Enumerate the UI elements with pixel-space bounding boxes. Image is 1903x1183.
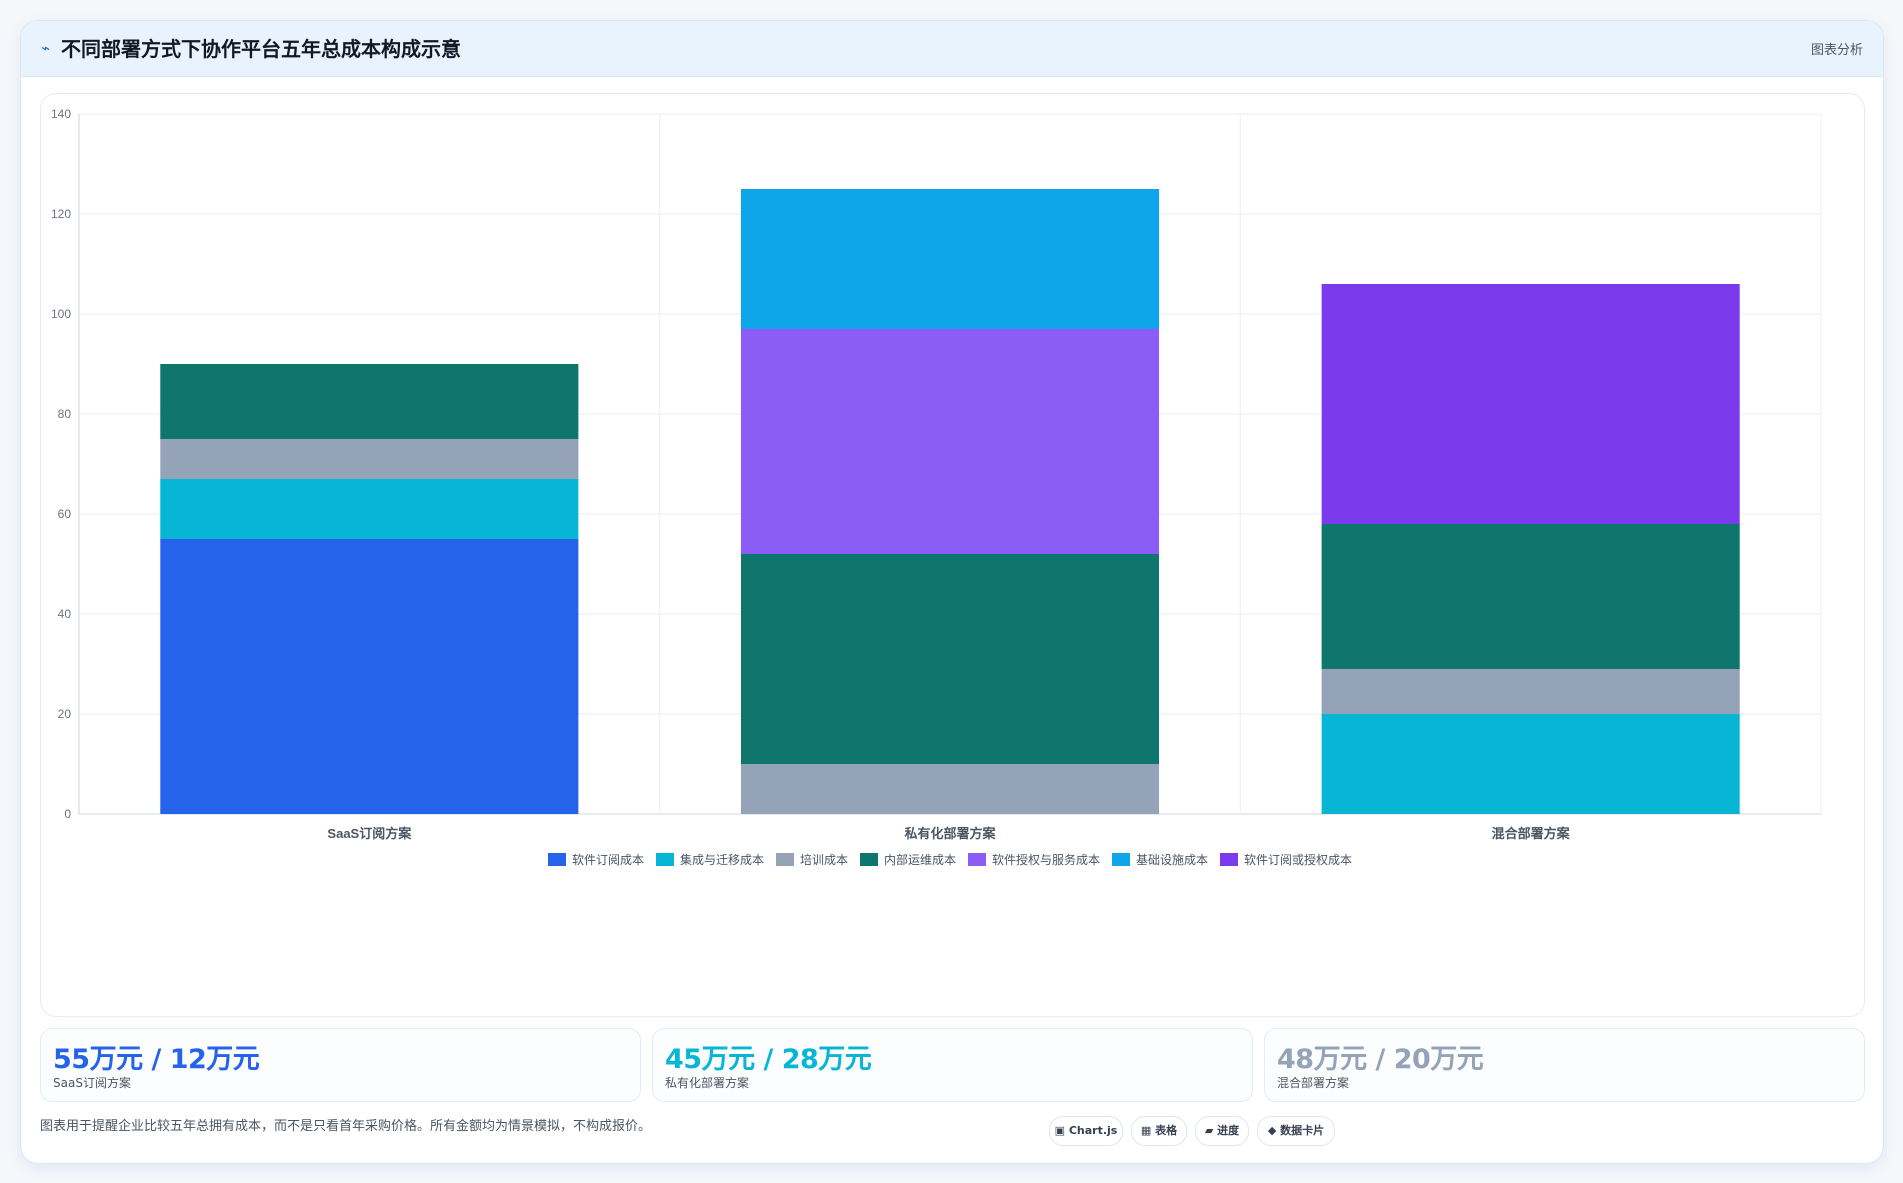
stat-value: 45万元 / 28万元 xyxy=(665,1044,872,1075)
trend-icon: ⌁ xyxy=(41,39,51,57)
bar-segment xyxy=(740,764,1160,814)
y-tick-label: 100 xyxy=(51,307,71,321)
legend-label: 集成与迁移成本 xyxy=(680,852,764,867)
y-tick-label: 0 xyxy=(64,807,71,821)
legend-swatch xyxy=(860,853,878,866)
tag-table[interactable]: ▦ 表格 xyxy=(1131,1116,1187,1146)
tag-chartjs[interactable]: ▣ Chart.js xyxy=(1049,1116,1123,1146)
dashboard-panel: ⌁ 不同部署方式下协作平台五年总成本构成示意 图表分析 0 20 40 60 80 100… xyxy=(20,20,1884,1164)
x-tick-label: 私有化部署方案 xyxy=(904,826,996,841)
y-tick-label: 80 xyxy=(58,407,72,421)
stat-value: 48万元 / 20万元 xyxy=(1277,1044,1484,1075)
legend-label: 软件订阅或授权成本 xyxy=(1244,852,1352,867)
y-tick-label: 140 xyxy=(51,107,71,121)
stat-label: 混合部署方案 xyxy=(1277,1076,1350,1090)
stat-card-hybrid: 48万元 / 20万元 混合部署方案 xyxy=(1264,1028,1865,1102)
stat-label: SaaS订阅方案 xyxy=(53,1076,131,1090)
y-tick-label: 120 xyxy=(51,207,71,221)
footnote: 图表用于提醒企业比较五年总拥有成本，而不是只看首年采购价格。所有金额均为情景模拟… xyxy=(40,1119,652,1134)
bar-segment xyxy=(160,539,579,814)
tag-progress[interactable]: ▰ 进度 xyxy=(1195,1116,1249,1146)
stat-card-saas: 55万元 / 12万元 SaaS订阅方案 xyxy=(40,1028,641,1102)
bar-segment xyxy=(1321,669,1740,714)
bar-segment xyxy=(160,439,579,479)
bar-segment xyxy=(160,479,579,539)
bar-segment xyxy=(740,554,1160,764)
stat-label: 私有化部署方案 xyxy=(665,1076,750,1090)
legend-label: 内部运维成本 xyxy=(884,852,956,867)
legend-label: 培训成本 xyxy=(800,852,848,867)
y-tick-label: 60 xyxy=(58,507,72,521)
bar-segment xyxy=(1321,524,1740,669)
stat-card-private: 45万元 / 28万元 私有化部署方案 xyxy=(652,1028,1253,1102)
bar-segment xyxy=(1321,284,1740,524)
bar-segment xyxy=(1321,714,1740,814)
legend-swatch xyxy=(548,853,566,866)
legend-swatch xyxy=(1220,853,1238,866)
stacked-bar-chart: 0 20 40 60 80 100 120 140 SaaS订阅方案 私有化部署方案 混合部署方案软… xyxy=(51,107,1822,867)
legend-swatch xyxy=(656,853,674,866)
legend-label: 基础设施成本 xyxy=(1136,853,1208,867)
page-title: 不同部署方式下协作平台五年总成本构成示意 xyxy=(61,37,461,61)
legend-swatch xyxy=(776,853,794,866)
panel-header: ⌁ 不同部署方式下协作平台五年总成本构成示意 图表分析 xyxy=(21,21,1883,77)
x-tick-label: SaaS订阅方案 xyxy=(327,826,412,841)
stat-value: 55万元 / 12万元 xyxy=(53,1044,260,1075)
x-tick-label: 混合部署方案 xyxy=(1492,826,1571,841)
y-tick-label: 40 xyxy=(58,607,72,621)
legend-label: 软件订阅成本 xyxy=(572,853,644,867)
legend-label: 软件授权与服务成本 xyxy=(992,852,1100,867)
tag-data-card[interactable]: ◆ 数据卡片 xyxy=(1257,1116,1335,1146)
legend-swatch xyxy=(968,853,986,866)
y-tick-label: 20 xyxy=(58,707,72,721)
legend-swatch xyxy=(1112,853,1130,866)
bar-segment xyxy=(740,189,1160,329)
chart-card: 0 20 40 60 80 100 120 140 SaaS订阅方案 私有化部署方案 混合部署方案软… xyxy=(40,93,1865,1017)
bar-segment xyxy=(740,329,1160,554)
bar-segment xyxy=(160,364,579,439)
chart-analysis-link[interactable]: 图表分析 xyxy=(1810,43,1863,58)
